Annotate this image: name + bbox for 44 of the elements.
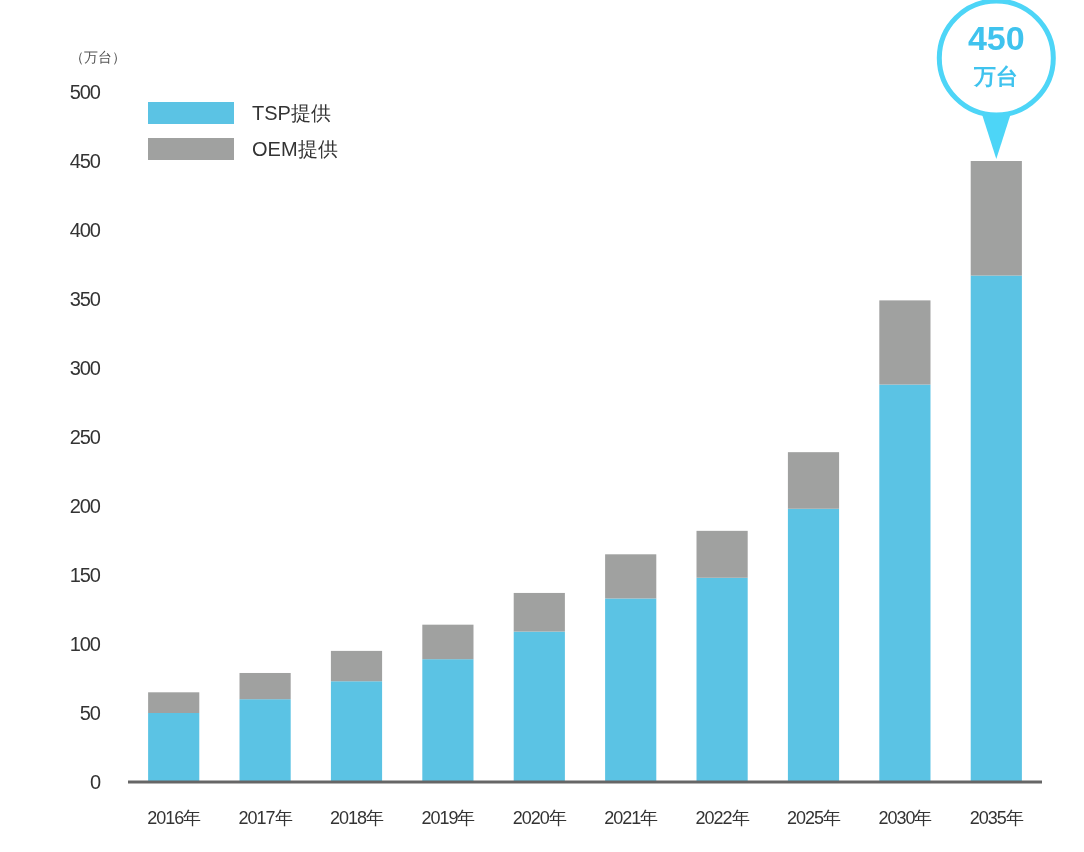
bar <box>605 598 657 782</box>
x-tick-label: 2019年 <box>421 808 476 828</box>
annotation: 450 万台 <box>967 19 1025 89</box>
x-tick-label: 2022年 <box>695 808 750 828</box>
y-tick-label: 300 <box>69 357 101 379</box>
bar <box>970 275 1022 782</box>
legend-label: TSP提供 <box>252 102 331 124</box>
x-tick-label: 2025年 <box>786 808 842 828</box>
bar <box>696 530 748 578</box>
x-tick-label: 2021年 <box>604 808 659 828</box>
bar <box>605 554 657 599</box>
y-tick-label: 0 <box>89 771 101 793</box>
y-tick-label: 400 <box>69 219 101 241</box>
bar <box>239 699 291 782</box>
bar <box>330 681 383 782</box>
bar <box>696 577 748 782</box>
legend-label: OEM提供 <box>252 138 338 160</box>
bar <box>422 624 474 660</box>
ylabel: （万台） <box>70 49 126 65</box>
y-tick-label: 350 <box>69 288 101 310</box>
bar <box>513 631 565 782</box>
x-tick-label: 2018年 <box>329 808 385 828</box>
bar <box>148 713 200 782</box>
bar <box>513 592 565 632</box>
x-tick-label: 2030年 <box>878 808 933 828</box>
x-tick-label: 2017年 <box>238 808 293 828</box>
bar <box>879 384 931 782</box>
bar <box>148 692 200 713</box>
y-tick-label: 500 <box>69 81 101 103</box>
x-tick-label: 2020年 <box>512 808 567 828</box>
bar <box>787 508 840 782</box>
y-tick-label: 100 <box>69 633 101 655</box>
y-tick-label: 450 <box>69 150 101 172</box>
y-tick-label: 50 <box>79 702 101 724</box>
x-tick-label: 2035年 <box>969 808 1024 828</box>
bar <box>330 650 383 682</box>
x-tick-label: 2016年 <box>147 808 202 828</box>
y-tick-label: 150 <box>69 564 101 586</box>
y-tick-label: 250 <box>69 426 101 448</box>
bar <box>787 452 840 509</box>
bar <box>879 300 931 385</box>
bar <box>239 672 291 700</box>
y-tick-label: 200 <box>69 495 101 517</box>
bar <box>422 659 474 782</box>
